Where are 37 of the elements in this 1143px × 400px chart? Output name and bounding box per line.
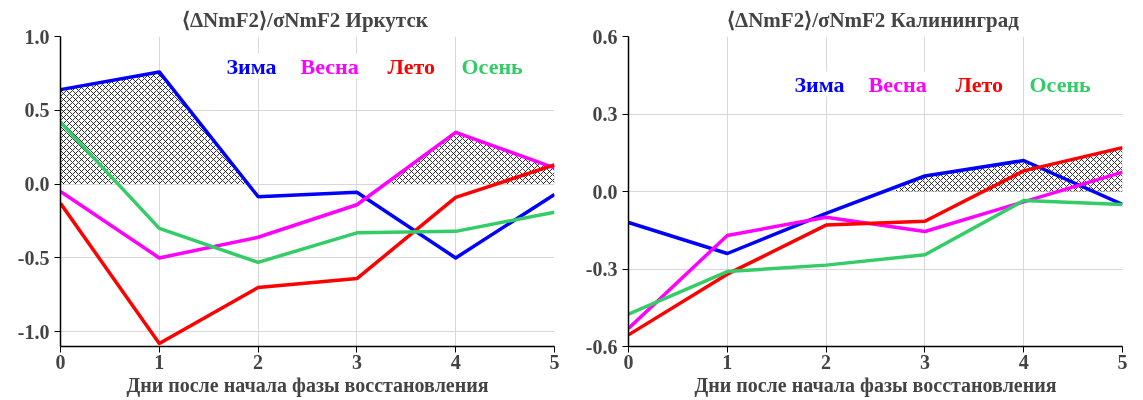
y-tick-label: 1.0	[24, 25, 50, 48]
chart-title: ⟨ΔNmF2⟩/σNmF2 Иркутск	[181, 7, 429, 32]
x-tick-label: 2	[253, 350, 264, 373]
x-tick-label: 4	[1018, 350, 1029, 373]
y-tick-label: -1.0	[17, 320, 50, 343]
text: Зима	[794, 71, 845, 97]
y-tick-label: 0.6	[592, 25, 618, 48]
y-tick-label: 0.3	[592, 103, 618, 125]
text: Осень	[461, 53, 524, 79]
x-tick-label: 1	[722, 350, 733, 373]
line-series	[628, 158, 1123, 256]
x-axis-title: Дни после начала фазы восстановления	[126, 373, 489, 397]
text: Лето	[955, 71, 1004, 97]
x-tick-label: 2	[821, 350, 832, 373]
text: Зима	[226, 53, 277, 79]
text: Весна	[300, 53, 359, 79]
text: Лето	[387, 53, 436, 79]
text: Весна	[868, 71, 927, 97]
x-tick-label: 0	[55, 350, 66, 373]
line-series	[628, 198, 1123, 316]
x-tick-label: 1	[154, 350, 165, 373]
y-tick-label: -0.6	[585, 335, 618, 358]
y-tick-label: 0.0	[24, 173, 50, 196]
text: Осень	[1029, 71, 1092, 97]
y-tick-label: 0.0	[592, 180, 618, 203]
chart-title: ⟨ΔNmF2⟩/σNmF2 Калининград	[726, 7, 1020, 32]
line-series	[628, 145, 1123, 337]
x-tick-label: 4	[450, 350, 461, 373]
x-axis-title: Дни после начала фазы восстановления	[694, 373, 1057, 397]
x-tick-label: 3	[351, 350, 362, 373]
y-tick-label: 0.5	[24, 99, 50, 122]
y-tick-label: -0.3	[585, 258, 618, 280]
y-tick-label: -0.5	[17, 246, 50, 269]
x-tick-label: 5	[549, 350, 560, 373]
x-tick-label: 5	[1117, 350, 1128, 373]
x-tick-label: 3	[919, 350, 930, 373]
x-tick-label: 0	[623, 350, 634, 373]
